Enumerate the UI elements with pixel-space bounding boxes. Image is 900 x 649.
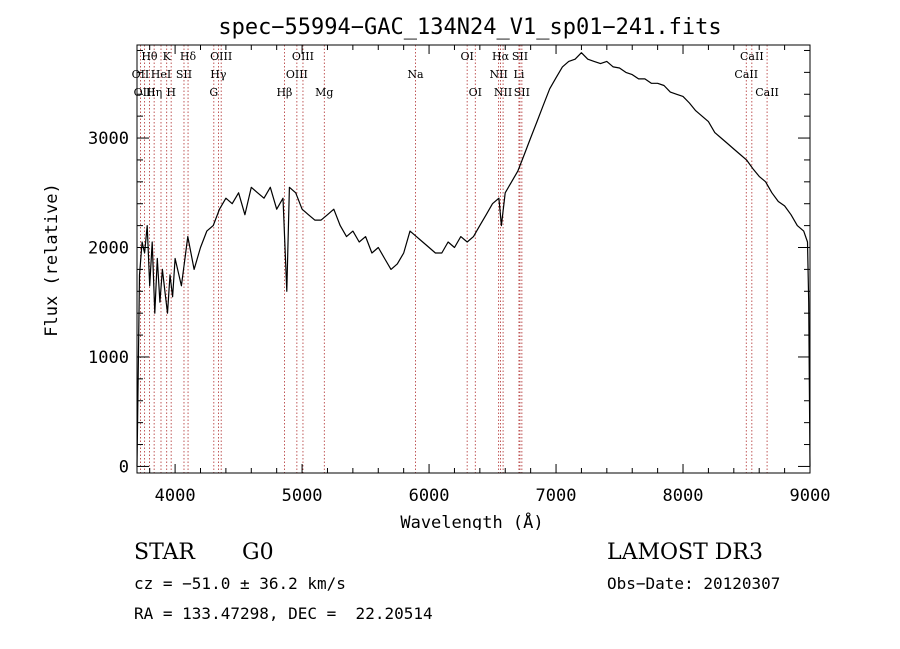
axes: 4000 5000 6000 7000 8000 9000 0 1000 2000 3000 bbox=[88, 45, 830, 506]
x-tick-label: 6000 bbox=[409, 486, 450, 506]
spectral-line-label: Hη bbox=[146, 86, 162, 99]
x-axis-label: Wavelength (Å) bbox=[400, 511, 543, 530]
spectral-line-label: Mg bbox=[315, 86, 333, 99]
spectral-line-label: CaII bbox=[755, 86, 779, 99]
spectral-line-label: Hγ bbox=[210, 68, 227, 81]
spectral-line-label: HeI bbox=[151, 68, 171, 81]
spectral-line-label: OIII bbox=[210, 50, 232, 63]
spectral-line-label: OIII bbox=[292, 50, 314, 63]
y-tick-label: 0 bbox=[119, 457, 129, 477]
y-tick-label: 1000 bbox=[88, 348, 129, 368]
spectral-line-label: K bbox=[163, 50, 172, 63]
spectral-line-markers bbox=[140, 45, 768, 473]
x-tick-label: 4000 bbox=[155, 486, 196, 506]
plot-frame bbox=[136, 44, 811, 474]
spectrum-line bbox=[136, 52, 811, 467]
spectral-line-label: OI bbox=[469, 86, 482, 99]
spectral-line-label: Hβ bbox=[276, 86, 292, 99]
spectral-line-label: OIII bbox=[134, 86, 156, 99]
spectral-line-label: NII bbox=[494, 86, 512, 99]
object-subclass: G0 bbox=[242, 540, 274, 565]
chart-title: spec−55994−GAC_134N24_V1_sp01−241.fits bbox=[218, 15, 721, 40]
spectral-line-label: Na bbox=[407, 68, 424, 81]
x-tick-label: 7000 bbox=[536, 486, 577, 506]
x-tick-label: 9000 bbox=[790, 486, 831, 506]
spectral-line-label: Li bbox=[514, 68, 525, 81]
observation-date: Obs−Date: 20120307 bbox=[607, 574, 781, 593]
spectral-line-label: SII bbox=[514, 86, 530, 99]
object-class: STAR bbox=[134, 540, 195, 565]
spectral-line-label: OIII bbox=[286, 68, 308, 81]
spectral-line-label: SII bbox=[512, 50, 528, 63]
coordinates: RA = 133.47298, DEC = 22.20514 bbox=[134, 604, 433, 623]
spectral-line-label: CaII bbox=[734, 68, 758, 81]
spectrum-chart: spec−55994−GAC_134N24_V1_sp01−241.fits 4… bbox=[42, 15, 830, 530]
y-tick-label: 3000 bbox=[88, 129, 129, 149]
spectral-line-label: SII bbox=[176, 68, 192, 81]
y-tick-label: 2000 bbox=[88, 239, 129, 259]
redshift-velocity: cz = −51.0 ± 36.2 km/s bbox=[134, 574, 346, 593]
x-tick-label: 5000 bbox=[282, 486, 323, 506]
y-axis-label: Flux (relative) bbox=[42, 183, 62, 337]
survey-name: LAMOST DR3 bbox=[607, 540, 763, 565]
x-tick-label: 8000 bbox=[663, 486, 704, 506]
spectral-line-label: Hθ bbox=[141, 50, 158, 63]
spectral-line-label: Hα bbox=[492, 50, 510, 63]
spectrum-series bbox=[136, 52, 811, 467]
spectral-line-label: G bbox=[209, 86, 218, 99]
spectral-line-label: Hδ bbox=[180, 50, 197, 63]
spectral-line-label: OI bbox=[460, 50, 473, 63]
spectral-line-label: NII bbox=[489, 68, 507, 81]
spectral-line-label: H bbox=[166, 86, 176, 99]
spectral-line-label: OII bbox=[132, 68, 150, 81]
spectral-line-label: CaII bbox=[740, 50, 764, 63]
